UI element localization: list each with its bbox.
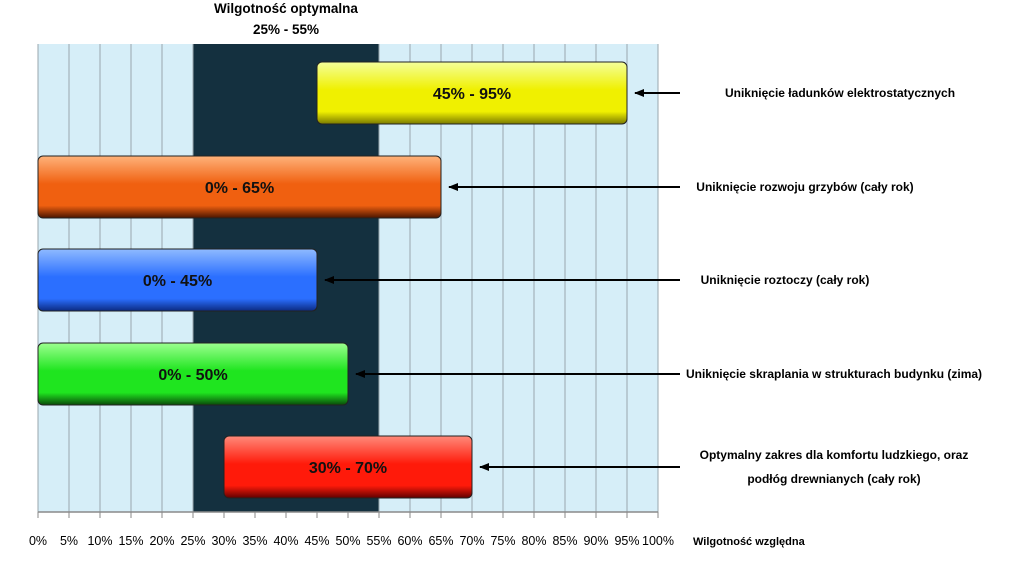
annotation-text: Uniknięcie rozwoju grzybów (cały rok) <box>696 180 913 194</box>
x-tick-label: 10% <box>87 534 112 548</box>
x-tick-label: 60% <box>397 534 422 548</box>
x-tick-label: 100% <box>642 534 674 548</box>
annotation-text: podłóg drewnianych (cały rok) <box>747 472 920 486</box>
bar-0 <box>316 61 628 125</box>
x-tick-label: 50% <box>335 534 360 548</box>
x-tick-label: 15% <box>118 534 143 548</box>
x-tick-label: 85% <box>552 534 577 548</box>
bars <box>37 61 628 499</box>
bar-3 <box>37 342 349 406</box>
x-tick-label: 70% <box>459 534 484 548</box>
annotation-text: Uniknięcie skraplania w strukturach budy… <box>686 367 982 381</box>
x-tick-label: 5% <box>60 534 78 548</box>
bar-label: 30% - 70% <box>309 460 387 477</box>
x-tick-label: 45% <box>304 534 329 548</box>
bar-label: 0% - 45% <box>143 273 212 290</box>
x-tick-label: 35% <box>242 534 267 548</box>
x-tick-label: 20% <box>149 534 174 548</box>
annotation-text: Optymalny zakres dla komfortu ludzkiego,… <box>700 448 969 462</box>
x-tick-label: 0% <box>29 534 47 548</box>
optimal-band-range: 25% - 55% <box>253 22 319 37</box>
x-tick-label: 55% <box>366 534 391 548</box>
x-tick-label: 80% <box>521 534 546 548</box>
labels: 0% 5% 10% 15% 20% 25% 30% 35% 40% 45% 50% 55% 60% 65%… <box>29 1 982 548</box>
x-tick-label: 90% <box>583 534 608 548</box>
x-axis-title: Wilgotność względna <box>693 536 806 548</box>
x-tick-label: 65% <box>428 534 453 548</box>
annotation-arrows <box>324 89 680 471</box>
bar-label: 0% - 65% <box>205 180 274 197</box>
x-tick-label: 25% <box>180 534 205 548</box>
bar-4 <box>223 435 473 499</box>
bar-label: 45% - 95% <box>433 86 511 103</box>
annotation-text: Uniknięcie ładunków elektrostatycznych <box>725 86 955 100</box>
x-tick-label: 75% <box>490 534 515 548</box>
optimal-band-title: Wilgotność optymalna <box>214 1 358 16</box>
annotation-text: Uniknięcie roztoczy (cały rok) <box>701 273 870 287</box>
x-tick-label: 40% <box>273 534 298 548</box>
x-tick-label: 30% <box>211 534 236 548</box>
x-tick-label: 95% <box>614 534 639 548</box>
bar-1 <box>37 155 442 219</box>
grid-lines <box>37 44 659 518</box>
bar-2 <box>37 248 318 312</box>
bar-label: 0% - 50% <box>158 367 227 384</box>
